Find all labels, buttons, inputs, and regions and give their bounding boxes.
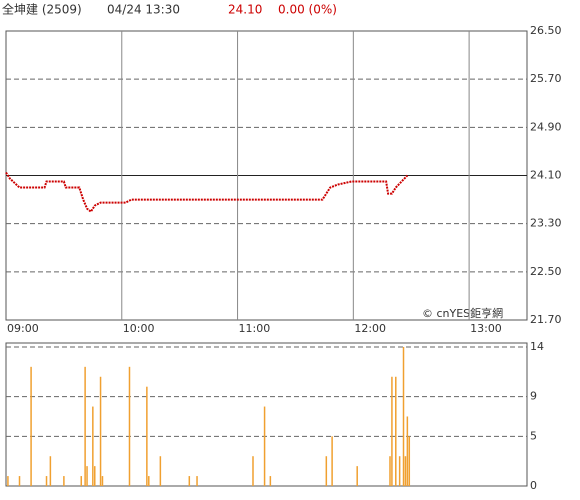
volume-bar — [18, 476, 21, 486]
y-tick-label: 22.50 — [530, 265, 562, 278]
volume-bar — [63, 476, 65, 486]
volume-bar — [128, 366, 131, 486]
volume-bar — [196, 476, 198, 486]
volume-bar — [146, 386, 148, 486]
volume-frame — [5, 342, 528, 487]
y-tick-label: 24.90 — [530, 120, 562, 133]
y-tick-label: 26.50 — [530, 24, 562, 37]
quote-price: 24.10 — [228, 3, 262, 17]
volume-bar — [402, 346, 405, 486]
volume-bar — [101, 476, 104, 486]
volume-bar — [49, 456, 52, 486]
stock-name: 全坤建 (2509) — [2, 2, 82, 17]
volume-bar — [84, 366, 86, 486]
volume-bar — [398, 456, 401, 486]
y-tick-label: 25.70 — [530, 72, 562, 85]
x-tick-label: 12:00 — [354, 322, 386, 335]
x-tick-label: 11:00 — [239, 322, 271, 335]
volume-bar — [391, 376, 393, 486]
volume-bar — [7, 476, 9, 486]
y-tick-label: 21.70 — [530, 313, 562, 326]
volume-bar — [406, 416, 409, 486]
y-tick-label: 24.10 — [530, 169, 562, 182]
y-tick-label: 5 — [530, 429, 537, 442]
volume-bar — [408, 436, 411, 486]
volume-bar — [86, 466, 88, 486]
volume-bar — [92, 406, 94, 486]
volume-bar — [356, 466, 358, 486]
quote-change: 0.00 (0%) — [278, 3, 337, 17]
volume-bar — [252, 456, 254, 486]
price-line — [5, 171, 409, 214]
y-tick-label: 23.30 — [530, 217, 562, 230]
y-tick-label: 0 — [530, 479, 537, 492]
volume-bar — [148, 476, 150, 486]
x-tick-label: 10:00 — [123, 322, 155, 335]
volume-bar — [30, 366, 32, 486]
volume-bar — [80, 476, 83, 486]
volume-bar — [331, 436, 333, 486]
volume-bar — [45, 476, 48, 486]
volume-bar — [395, 376, 397, 486]
y-tick-label: 9 — [530, 390, 537, 403]
volume-bar — [263, 406, 266, 486]
volume-bar — [404, 456, 407, 486]
volume-bar — [94, 466, 96, 486]
volume-bar — [159, 456, 162, 486]
quote-time: 04/24 13:30 — [107, 3, 180, 17]
volume-bar — [269, 476, 272, 486]
watermark: © cnYES鉅亨網 — [422, 306, 503, 320]
volume-bar — [325, 456, 328, 486]
volume-bar — [188, 476, 191, 486]
y-tick-label: 14 — [530, 340, 544, 353]
volume-bar — [99, 376, 102, 486]
volume-bar — [389, 456, 391, 486]
x-tick-label: 09:00 — [7, 322, 39, 335]
x-tick-label: 13:00 — [470, 322, 502, 335]
